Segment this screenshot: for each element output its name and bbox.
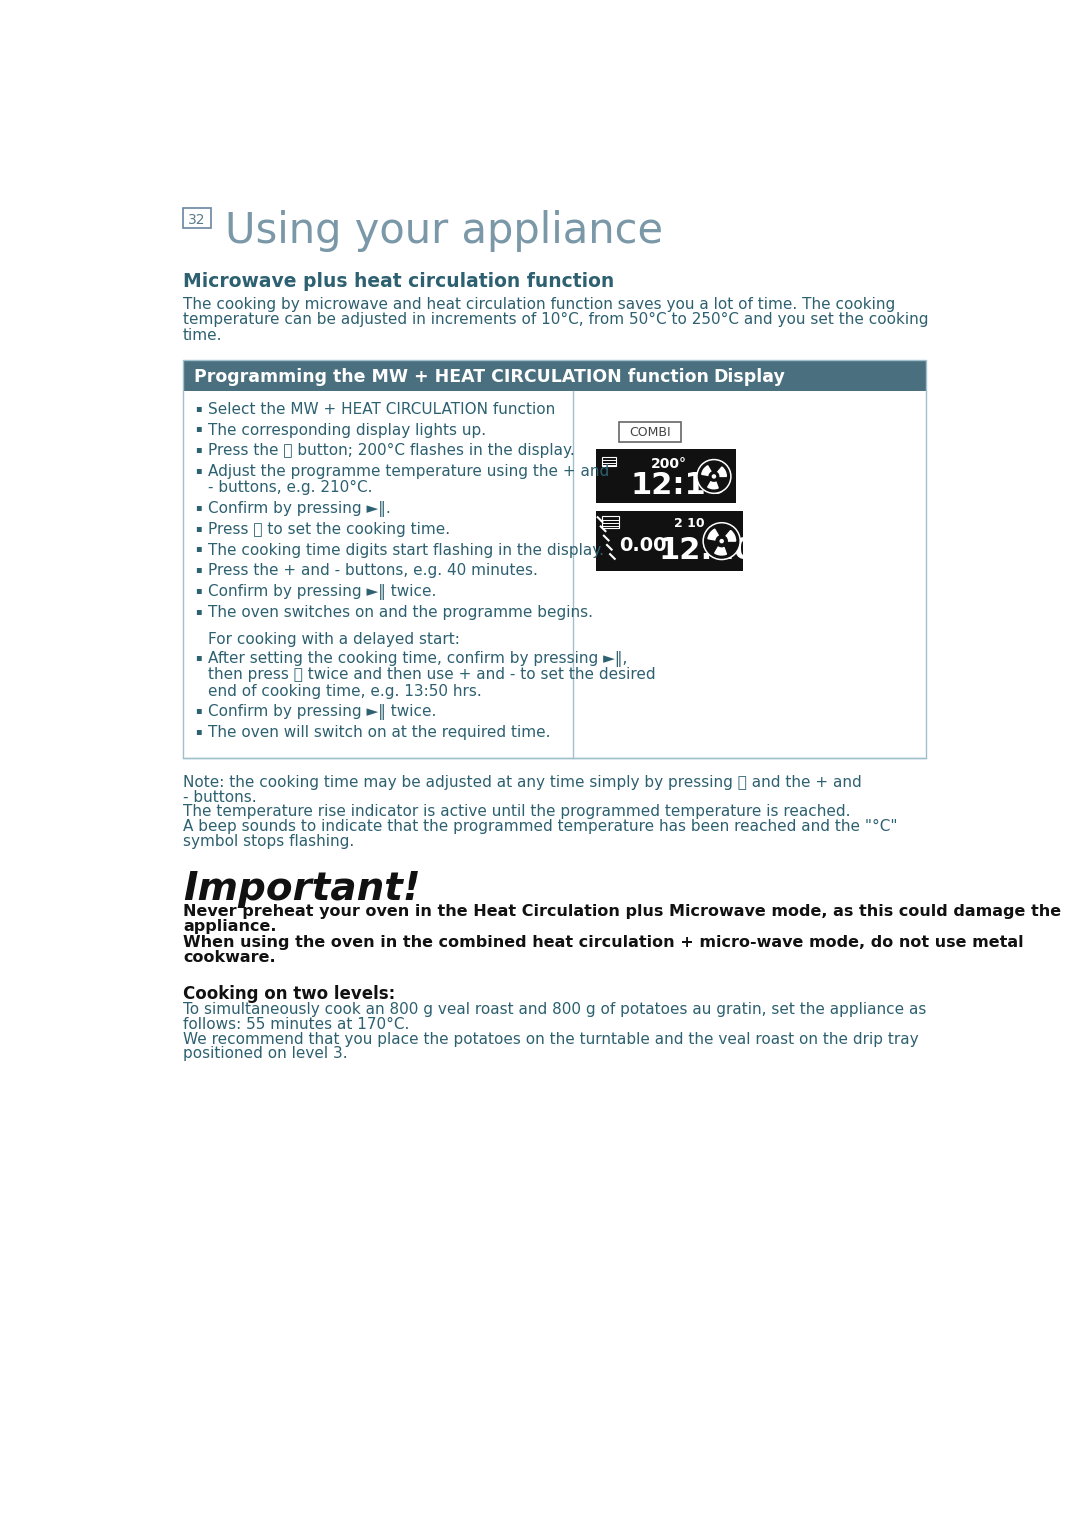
Text: 12:10: 12:10: [631, 470, 728, 499]
Text: The corresponding display lights up.: The corresponding display lights up.: [207, 423, 486, 438]
Text: time.: time.: [183, 328, 222, 343]
Text: After setting the cooking time, confirm by pressing ►‖,: After setting the cooking time, confirm …: [207, 651, 627, 668]
Text: We recommend that you place the potatoes on the turntable and the veal roast on : We recommend that you place the potatoes…: [183, 1031, 919, 1046]
Text: ▪: ▪: [195, 444, 202, 453]
Text: 0.00: 0.00: [619, 536, 666, 555]
Circle shape: [697, 460, 731, 493]
Text: ▪: ▪: [195, 502, 202, 512]
Text: 200°: 200°: [650, 457, 687, 472]
Text: Confirm by pressing ►‖ twice.: Confirm by pressing ►‖ twice.: [207, 584, 436, 601]
Text: temperature can be adjusted in increments of 10°C, from 50°C to 250°C and you se: temperature can be adjusted in increment…: [183, 313, 929, 328]
Text: ▪: ▪: [195, 585, 202, 594]
Bar: [596, 449, 735, 504]
Text: 12:10: 12:10: [658, 536, 755, 565]
Text: Note: the cooking time may be adjusted at any time simply by pressing ⏰ and the : Note: the cooking time may be adjusted a…: [183, 775, 862, 791]
Text: When using the oven in the combined heat circulation + micro-wave mode, do not u: When using the oven in the combined heat…: [183, 935, 1024, 950]
Bar: [183, 360, 926, 758]
Text: For cooking with a delayed start:: For cooking with a delayed start:: [207, 633, 460, 647]
Text: Press the 🌡 button; 200°C flashes in the display.: Press the 🌡 button; 200°C flashes in the…: [207, 443, 575, 458]
Text: To simultaneously cook an 800 g veal roast and 800 g of potatoes au gratin, set : To simultaneously cook an 800 g veal roa…: [183, 1002, 927, 1017]
Text: ▪: ▪: [195, 544, 202, 553]
Text: symbol stops flashing.: symbol stops flashing.: [183, 833, 354, 849]
Bar: [619, 421, 681, 441]
Text: ▪: ▪: [195, 464, 202, 475]
Text: 32: 32: [188, 213, 206, 227]
Wedge shape: [726, 530, 735, 541]
Text: follows: 55 minutes at 170°C.: follows: 55 minutes at 170°C.: [183, 1017, 409, 1033]
Text: Programming the MW + HEAT CIRCULATION function: Programming the MW + HEAT CIRCULATION fu…: [194, 368, 708, 386]
Wedge shape: [718, 467, 727, 476]
Text: ▪: ▪: [195, 653, 202, 662]
Text: Select the MW + HEAT CIRCULATION function: Select the MW + HEAT CIRCULATION functio…: [207, 401, 555, 417]
Circle shape: [699, 461, 729, 492]
Text: Microwave plus heat circulation function: Microwave plus heat circulation function: [183, 273, 615, 291]
Text: positioned on level 3.: positioned on level 3.: [183, 1046, 348, 1062]
Text: The oven will switch on at the required time.: The oven will switch on at the required …: [207, 725, 551, 740]
Text: Press the + and - buttons, e.g. 40 minutes.: Press the + and - buttons, e.g. 40 minut…: [207, 564, 538, 579]
Text: ▪: ▪: [195, 564, 202, 574]
Text: ▪: ▪: [195, 605, 202, 616]
Text: Cooking on two levels:: Cooking on two levels:: [183, 985, 395, 1003]
Text: ▪: ▪: [195, 403, 202, 412]
Circle shape: [720, 539, 724, 542]
Text: The cooking time digits start flashing in the display.: The cooking time digits start flashing i…: [207, 542, 604, 558]
Text: The cooking by microwave and heat circulation function saves you a lot of time. : The cooking by microwave and heat circul…: [183, 297, 895, 313]
Text: - buttons.: - buttons.: [183, 791, 257, 804]
Circle shape: [704, 524, 739, 558]
Text: Using your appliance: Using your appliance: [225, 210, 663, 253]
Bar: [183, 360, 926, 391]
Text: The temperature rise indicator is active until the programmed temperature is rea: The temperature rise indicator is active…: [183, 804, 851, 820]
Text: then press ⏰ twice and then use + and - to set the desired: then press ⏰ twice and then use + and - …: [207, 668, 656, 682]
Circle shape: [713, 475, 715, 478]
Circle shape: [711, 473, 717, 480]
Text: ▪: ▪: [195, 705, 202, 715]
Text: COMBI: COMBI: [630, 426, 671, 440]
Bar: [603, 457, 617, 466]
Text: ▪: ▪: [195, 726, 202, 735]
Bar: [596, 512, 743, 571]
Text: - buttons, e.g. 210°C.: - buttons, e.g. 210°C.: [207, 481, 373, 495]
Text: ▪: ▪: [195, 423, 202, 434]
Text: Never preheat your oven in the Heat Circulation plus Microwave mode, as this cou: Never preheat your oven in the Heat Circ…: [183, 904, 1062, 919]
Text: cookware.: cookware.: [183, 950, 275, 965]
Text: Important!: Important!: [183, 870, 421, 908]
Wedge shape: [715, 547, 727, 555]
Text: 2 10: 2 10: [674, 518, 704, 530]
Text: Press ⏰ to set the cooking time.: Press ⏰ to set the cooking time.: [207, 522, 450, 536]
Circle shape: [718, 538, 725, 544]
Text: Confirm by pressing ►‖ twice.: Confirm by pressing ►‖ twice.: [207, 705, 436, 720]
Wedge shape: [707, 481, 718, 489]
Text: Display: Display: [713, 368, 785, 386]
Text: Confirm by pressing ►‖.: Confirm by pressing ►‖.: [207, 501, 391, 518]
Bar: [183, 208, 211, 228]
Text: The oven switches on and the programme begins.: The oven switches on and the programme b…: [207, 605, 593, 620]
Circle shape: [703, 522, 740, 559]
Wedge shape: [707, 529, 718, 539]
Text: Adjust the programme temperature using the + and: Adjust the programme temperature using t…: [207, 464, 609, 480]
Bar: [603, 516, 619, 529]
Text: ▪: ▪: [195, 522, 202, 533]
Text: appliance.: appliance.: [183, 919, 276, 935]
Text: end of cooking time, e.g. 13:50 hrs.: end of cooking time, e.g. 13:50 hrs.: [207, 683, 482, 699]
Wedge shape: [702, 466, 711, 475]
Text: A beep sounds to indicate that the programmed temperature has been reached and t: A beep sounds to indicate that the progr…: [183, 820, 897, 833]
